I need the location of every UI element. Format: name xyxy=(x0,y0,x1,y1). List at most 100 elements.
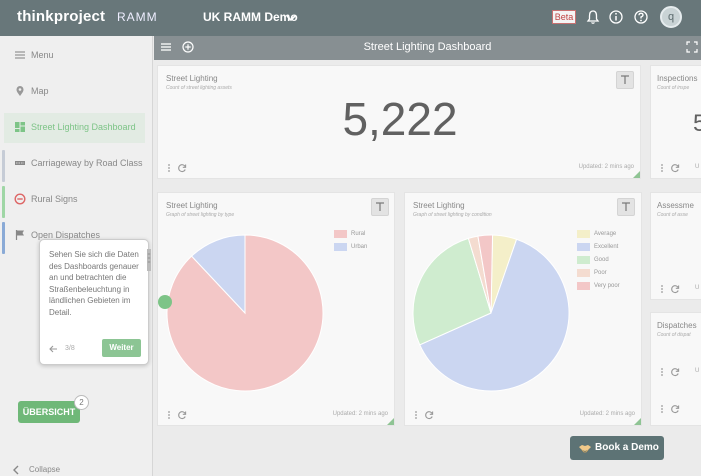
chevron-down-icon[interactable] xyxy=(286,13,296,23)
card-inspections: Inspections Count of inspe 5 U xyxy=(650,65,701,179)
card-title: Street Lighting xyxy=(413,201,465,210)
project-selector[interactable]: UK RAMM Demo xyxy=(203,10,298,24)
card-title: Inspections xyxy=(657,74,698,83)
card-dispatches: Dispatches Count of dispat U xyxy=(650,312,701,426)
handshake-icon xyxy=(579,445,591,453)
legend-label: Poor xyxy=(594,270,607,276)
tour-step-badge: 2 xyxy=(74,395,89,410)
filter-button[interactable] xyxy=(617,198,635,216)
no-entry-icon xyxy=(14,193,26,205)
refresh-icon[interactable] xyxy=(177,410,187,420)
collapse-sidebar-button[interactable]: Collapse xyxy=(29,465,61,474)
dashboard-header: Street Lighting Dashboard xyxy=(154,36,701,60)
refresh-icon[interactable] xyxy=(670,404,680,414)
refresh-icon[interactable] xyxy=(670,163,680,173)
filter-icon xyxy=(622,202,630,211)
card-subtitle: Count of inspe xyxy=(657,85,690,91)
refresh-icon[interactable] xyxy=(670,284,680,294)
color-indicator xyxy=(2,222,5,254)
legend-label: Urban xyxy=(351,244,368,250)
legend-label: Good xyxy=(594,257,609,263)
top-app-bar: thinkproject RAMM UK RAMM Demo Beta q xyxy=(0,0,701,36)
more-options-icon[interactable] xyxy=(164,163,174,173)
updated-time: U xyxy=(695,368,700,374)
sidebar-item-label: Carriageway by Road Class xyxy=(31,158,143,168)
pie-chart-by-type[interactable] xyxy=(165,233,325,393)
more-options-icon[interactable] xyxy=(164,410,174,420)
sidebar-item-street-lighting-dashboard[interactable]: Street Lighting Dashboard xyxy=(4,113,145,143)
pie-slice-urban[interactable] xyxy=(190,234,246,315)
info-icon[interactable] xyxy=(608,9,624,25)
card-street-lighting-count: Street Lighting Count of street lighting… xyxy=(157,65,641,179)
more-options-icon[interactable] xyxy=(657,284,667,294)
drag-handle-icon[interactable] xyxy=(147,249,151,271)
refresh-icon[interactable] xyxy=(177,163,187,173)
tour-step-counter: 3/8 xyxy=(65,345,75,352)
book-demo-label: Book a Demo xyxy=(595,442,659,453)
tour-hotspot[interactable] xyxy=(158,295,172,309)
color-indicator xyxy=(2,186,5,218)
book-demo-button[interactable]: Book a Demo xyxy=(570,436,664,460)
tour-tooltip-text: Sehen Sie sich die Daten des Dashboards … xyxy=(49,250,139,317)
brand-logo[interactable]: thinkproject xyxy=(17,8,106,25)
legend-swatch xyxy=(577,282,590,290)
updated-time: U xyxy=(695,164,700,170)
card-subtitle: Graph of street lighting by condition xyxy=(413,212,492,218)
updated-time: Updated: 2 mins ago xyxy=(332,411,388,417)
updated-time: U xyxy=(695,285,700,291)
brand-product: RAMM xyxy=(117,10,158,24)
card-subtitle: Graph of street lighting by type xyxy=(166,212,235,218)
sidebar-item-open-dispatches[interactable]: Open Dispatches xyxy=(0,221,152,254)
dashboard-title: Street Lighting Dashboard xyxy=(363,41,492,53)
legend-swatch xyxy=(577,243,590,251)
tour-next-button[interactable]: Weiter xyxy=(102,339,141,357)
pie-slice-excellent[interactable] xyxy=(419,238,570,392)
card-assessments: Assessme Count of asse U xyxy=(650,192,701,300)
filter-button[interactable] xyxy=(616,71,634,89)
sidebar-item-label: Street Lighting Dashboard xyxy=(31,122,136,132)
more-options-icon[interactable] xyxy=(657,404,667,414)
more-options-icon[interactable] xyxy=(657,163,667,173)
card-street-lighting-by-type: Street Lighting Graph of street lighting… xyxy=(157,192,395,426)
sidebar-item-carriageway[interactable]: Carriageway by Road Class xyxy=(0,149,152,182)
resize-handle[interactable] xyxy=(387,418,394,425)
pie-slice-very-poor[interactable] xyxy=(477,234,494,314)
legend-label: Excellent xyxy=(594,244,619,250)
hamburger-icon xyxy=(15,51,25,59)
add-circle-icon[interactable] xyxy=(182,41,194,53)
filter-button[interactable] xyxy=(371,198,389,216)
pie-chart-by-condition[interactable] xyxy=(411,233,571,393)
legend-label: Rural xyxy=(351,231,366,237)
beta-badge[interactable]: Beta xyxy=(552,10,576,24)
resize-handle[interactable] xyxy=(634,418,641,425)
kpi-value: 5 xyxy=(693,110,701,137)
more-options-icon[interactable] xyxy=(411,410,421,420)
refresh-icon[interactable] xyxy=(670,367,680,377)
hamburger-icon[interactable] xyxy=(160,41,172,53)
more-options-icon[interactable] xyxy=(657,367,667,377)
arrow-left-icon[interactable] xyxy=(49,345,58,353)
tour-overview-button[interactable]: ÜBERSICHT xyxy=(18,401,80,423)
sidebar-item-label: Rural Signs xyxy=(31,194,78,204)
sidebar-item-rural-signs[interactable]: Rural Signs xyxy=(0,185,152,218)
bell-icon[interactable] xyxy=(585,9,601,25)
fullscreen-icon[interactable] xyxy=(686,41,698,53)
legend-swatch xyxy=(334,230,347,238)
legend-label: Very poor xyxy=(594,283,620,289)
sidebar-item-label: Open Dispatches xyxy=(31,230,101,240)
kpi-value: 5,222 xyxy=(342,93,458,145)
road-icon xyxy=(15,161,25,165)
user-avatar[interactable]: q xyxy=(660,6,682,28)
resize-handle[interactable] xyxy=(633,171,640,178)
dashboard-icon xyxy=(15,122,25,132)
sidebar-item-map[interactable]: Map xyxy=(0,77,152,107)
tour-tooltip: Sehen Sie sich die Daten des Dashboards … xyxy=(39,239,149,365)
refresh-icon[interactable] xyxy=(424,410,434,420)
map-pin-icon xyxy=(16,86,24,96)
chevron-left-icon[interactable] xyxy=(12,465,20,475)
legend-swatch xyxy=(577,230,590,238)
help-icon[interactable] xyxy=(633,9,649,25)
pie-slice-good[interactable] xyxy=(412,237,492,346)
legend-label: Average xyxy=(594,231,617,237)
sidebar-item-menu[interactable]: Menu xyxy=(0,41,152,71)
